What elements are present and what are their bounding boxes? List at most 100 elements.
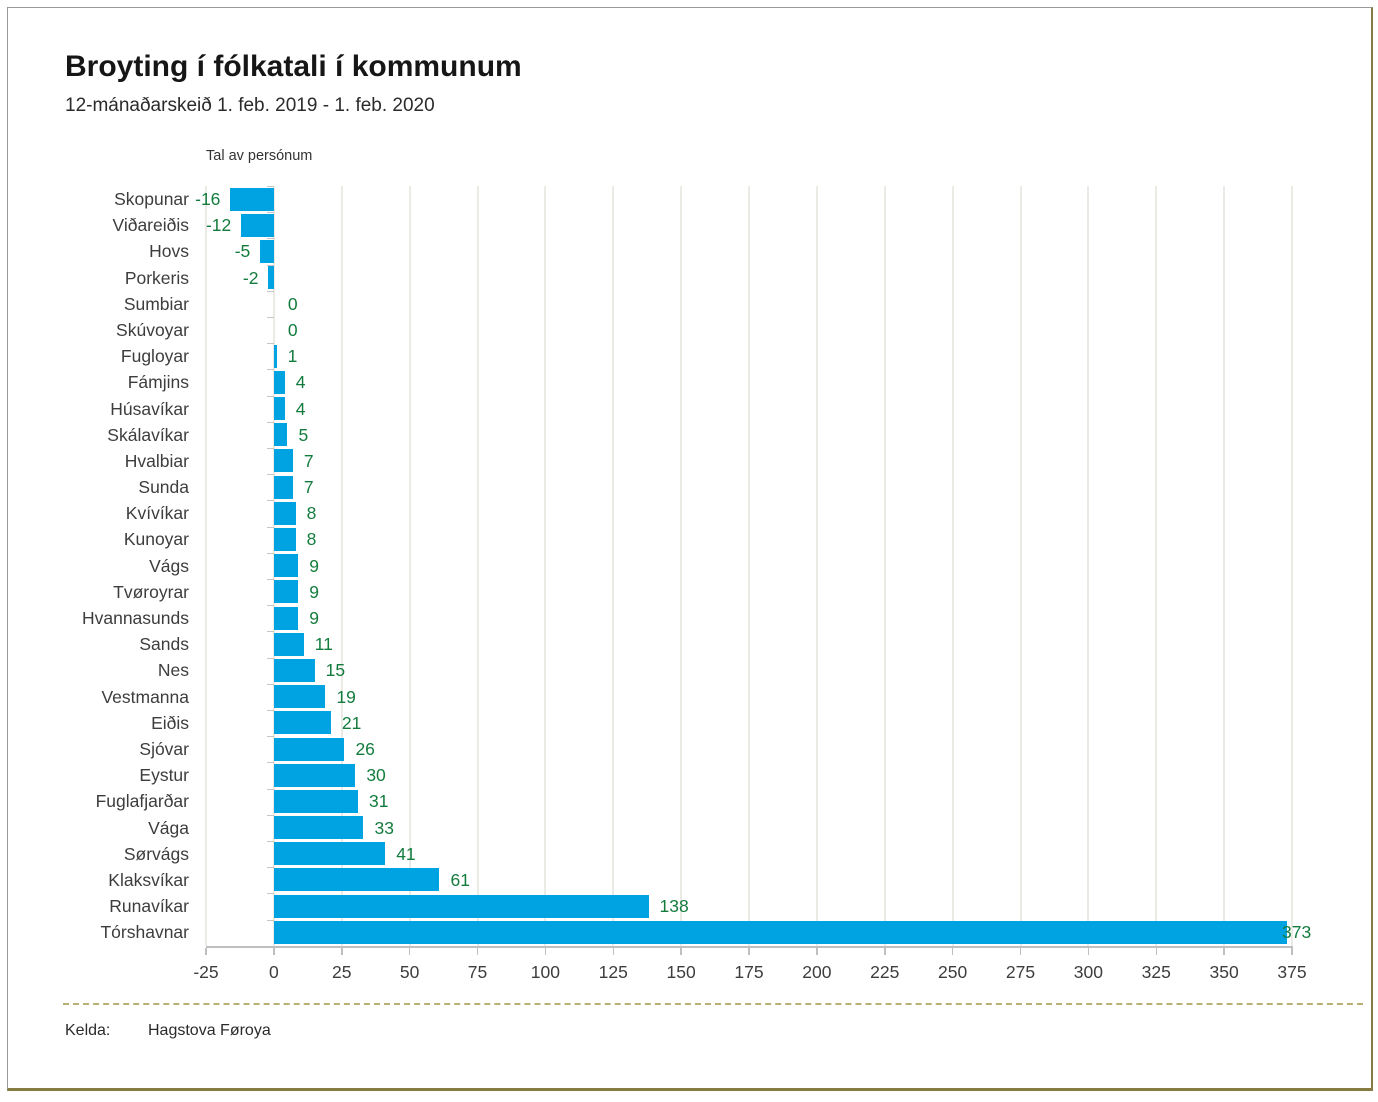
category-tick [267,264,274,266]
gridline [883,186,886,946]
category-tick [267,788,274,790]
category-label: Hvalbiar [124,450,189,471]
bar [273,606,299,630]
category-label: Tvøroyrar [113,581,189,602]
category-label: Hvannasunds [81,608,189,628]
category-label: Hovs [149,241,189,262]
bar [273,528,296,552]
value-label: -5 [234,241,251,262]
x-axis-tick [748,948,750,955]
category-label: Fámjins [127,372,189,393]
category-label: Tórshavnar [100,922,189,943]
bar-row: Runavíkar 138 [65,893,1365,919]
value-label: 7 [303,477,314,498]
gridline [612,186,615,946]
bar [273,789,359,813]
bar-row: Fámjins 4 [65,369,1365,395]
category-label: Vágs [149,555,189,576]
bar-cell: 7 [206,474,1365,500]
x-axis-tick [1019,948,1022,955]
bar-chart: Skopunar -16 Viðareiðis -12 Hovs -5 Porkeris -2… [65,186,1365,1046]
category-label: Vestmanna [101,686,189,707]
bar-row: Sumbiar 0 [65,291,1365,317]
x-tick-label: 225 [870,962,900,982]
bar [273,501,296,525]
category-label: Skúvoyar [116,319,189,340]
bar-row: Vestmanna 19 [65,684,1365,710]
x-axis-tick [544,948,547,955]
bar-row: Sjóvar 26 [65,736,1365,762]
bar-row: Nes 15 [65,657,1365,683]
bar-cell: 5 [206,422,1365,448]
x-tick-label: 300 [1073,962,1103,982]
x-tick-label: 125 [598,962,628,982]
value-label: 19 [336,686,356,707]
gridline [748,186,750,946]
value-label: 1 [287,346,298,367]
gridline [1087,186,1090,946]
gridline [1291,186,1293,946]
value-label: -2 [242,267,259,288]
bar-row: Vága 33 [65,815,1365,841]
bar [273,475,293,499]
x-tick-label: 325 [1141,962,1171,982]
value-label: 0 [287,293,298,314]
bar-row: Kvívíkar 8 [65,500,1365,526]
x-axis-tick [205,948,207,955]
x-axis-tick [1223,948,1225,955]
x-tick-label: 150 [666,962,696,982]
category-label: Sørvágs [123,843,189,864]
x-tick-label: 100 [530,962,560,982]
bar-row: Fugloyar 1 [65,343,1365,369]
x-axis-tick [1291,948,1293,955]
category-label: Fuglafjarðar [95,791,189,812]
bar-row: Sunda 7 [65,474,1365,500]
value-label: 21 [341,712,362,733]
bar-cell: 0 [206,291,1365,317]
bar [273,816,364,840]
category-label: Vága [148,817,189,838]
value-label: 41 [396,843,416,864]
category-label: Fugloyar [120,346,189,367]
x-tick-label: 75 [467,962,488,982]
category-tick [267,474,274,476]
gridline [1155,186,1158,946]
category-label: Húsavíkar [110,398,189,419]
bar-row: Fuglafjarðar 31 [65,788,1365,814]
bar-cell: 138 [206,893,1365,919]
value-label: 61 [450,869,470,890]
bar-row: Hvannasunds 9 [65,605,1365,631]
bar [260,239,274,263]
bar-row: Húsavíkar 4 [65,396,1365,422]
bar-cell: 31 [206,788,1365,814]
page-frame [7,7,1373,1091]
category-tick [267,343,274,345]
category-label: Sumbiar [123,293,189,314]
value-label: 8 [306,529,317,550]
category-label: Eystur [139,765,189,786]
value-label: 15 [325,660,346,681]
bar-rows: Skopunar -16 Viðareiðis -12 Hovs -5 Porkeris -2… [65,186,1365,945]
category-label: Viðareiðis [112,215,189,236]
bar [273,685,326,709]
bar [273,632,304,656]
bar [273,842,386,866]
value-label: 4 [295,372,306,393]
bar-cell: 9 [206,579,1365,605]
category-label: Nes [157,660,189,681]
bar-cell: 26 [206,736,1365,762]
bar-cell: 4 [206,369,1365,395]
bar-cell: 41 [206,841,1365,867]
category-tick [267,841,274,842]
bar-row: Skopunar -16 [65,186,1365,212]
gridline [1019,186,1022,946]
bar [273,920,1287,944]
x-axis-tick [408,948,411,955]
bar-cell: -12 [206,212,1365,238]
category-tick [267,814,274,816]
bar-cell: 15 [206,657,1365,683]
gridline [408,186,411,946]
bar [268,266,274,290]
bar-cell: 7 [206,448,1365,474]
bar-cell: 9 [206,553,1365,579]
